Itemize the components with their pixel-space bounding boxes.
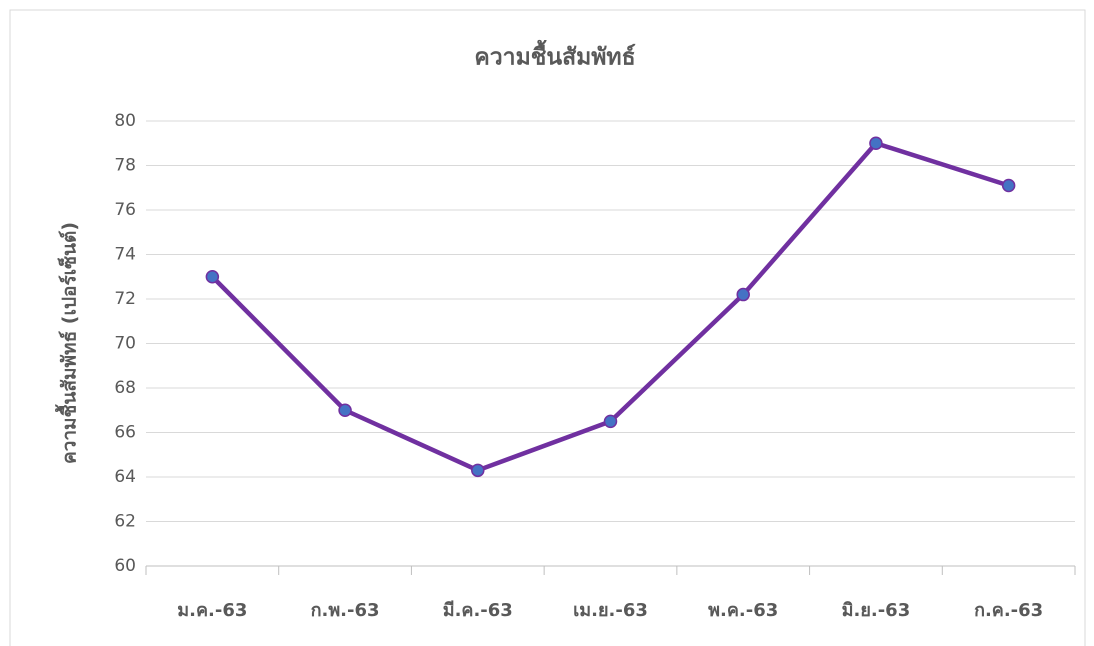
y-tick-label: 74 <box>114 245 136 265</box>
data-point <box>205 270 220 284</box>
x-tick-label: เม.ย.-63 <box>573 600 648 621</box>
data-point <box>338 403 352 417</box>
y-tick-label: 62 <box>114 512 136 532</box>
data-point <box>736 287 750 302</box>
y-tick-label: 80 <box>114 111 136 131</box>
data-point <box>603 414 618 429</box>
x-tick-label: ก.พ.-63 <box>311 600 380 621</box>
y-tick-label: 66 <box>114 423 136 443</box>
y-tick-label: 60 <box>114 556 136 576</box>
x-tick-label: พ.ค.-63 <box>708 600 778 621</box>
y-tick-label: 72 <box>114 289 136 309</box>
y-tick-label: 64 <box>114 467 136 487</box>
chart-frame <box>9 9 1086 646</box>
y-tick-label: 78 <box>114 156 136 176</box>
y-tick-label: 70 <box>114 334 136 354</box>
x-tick-label: มี.ค.-63 <box>443 600 513 621</box>
y-axis-label: ความชื้นสัมพัทธ์ (เปอร์เซ็นต์) <box>55 222 81 464</box>
data-point <box>869 136 883 150</box>
x-tick-label: ม.ค.-63 <box>177 600 247 621</box>
x-tick-label: มิ.ย.-63 <box>842 600 911 621</box>
data-point <box>471 463 485 478</box>
y-tick-label: 76 <box>114 200 136 220</box>
y-tick-label: 68 <box>114 378 136 398</box>
x-tick-label: ก.ค.-63 <box>974 600 1043 621</box>
chart-title: ความชื้นสัมพัทธ์ <box>474 40 635 71</box>
data-point <box>1001 178 1016 193</box>
